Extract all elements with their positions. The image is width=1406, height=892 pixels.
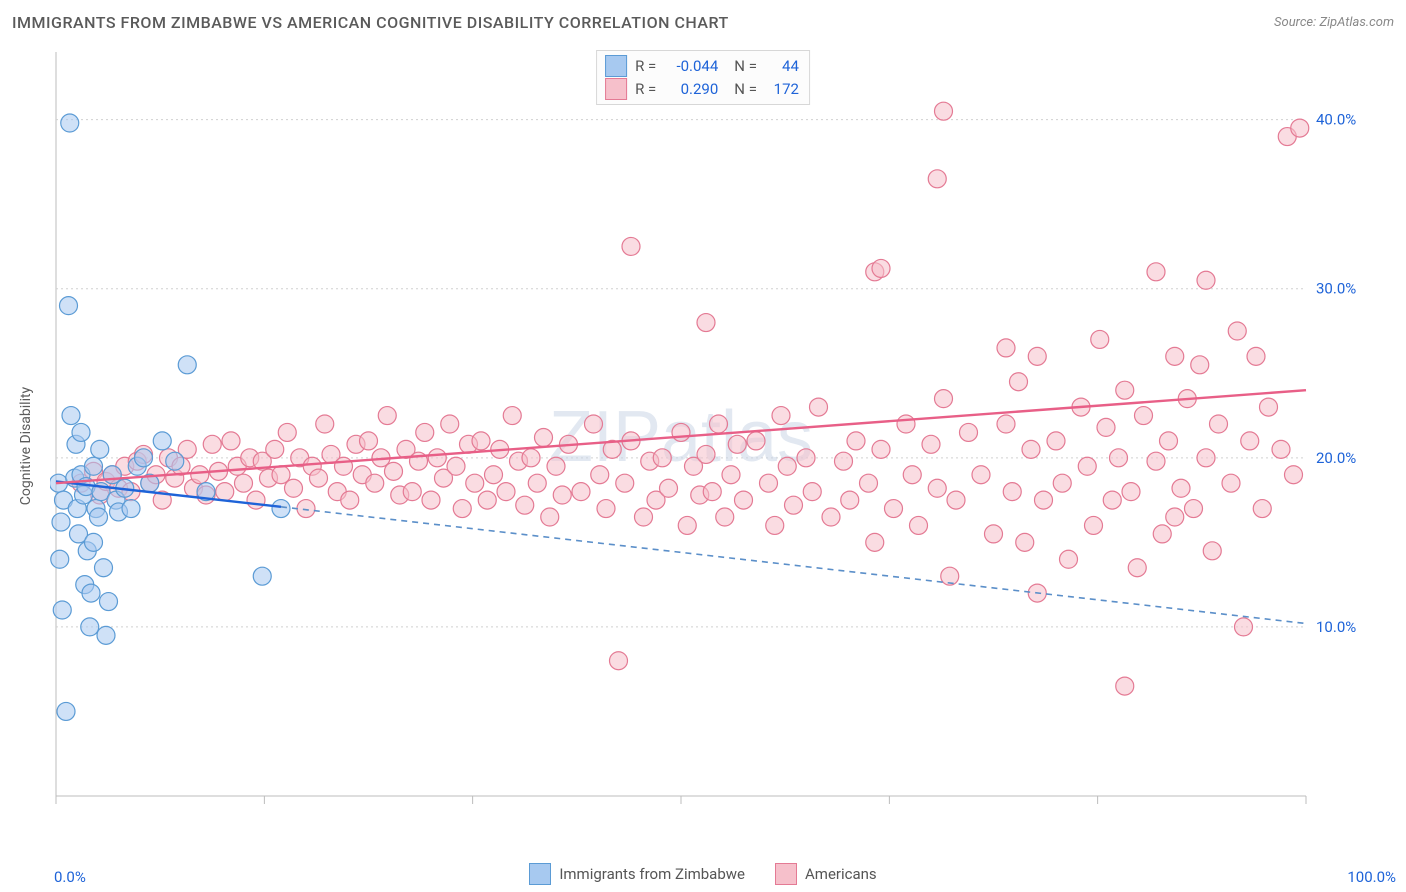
legend-swatch-icon [605,78,627,100]
bottom-legend: 0.0% 100.0% Immigrants from Zimbabwe Amer… [0,856,1406,892]
chart-header: IMMIGRANTS FROM ZIMBABWE VS AMERICAN COG… [0,0,1406,40]
svg-text:40.0%: 40.0% [1316,111,1356,129]
n-label: N = [734,78,757,101]
legend-label: Immigrants from Zimbabwe [559,865,745,883]
chart-source: Source: ZipAtlas.com [1274,15,1394,30]
svg-text:20.0%: 20.0% [1316,449,1356,467]
r-label: R = [635,55,656,78]
r-value: 0.290 [664,78,718,101]
stat-legend: R = -0.044 N = 44 R = 0.290 N = 172 [596,50,810,105]
r-value: -0.044 [664,55,718,78]
legend-label: Americans [805,865,877,883]
svg-text:30.0%: 30.0% [1316,280,1356,298]
stat-row-zimbabwe: R = -0.044 N = 44 [605,55,799,78]
x-axis-max-label: 100.0% [1347,868,1396,886]
scatter-chart: 10.0%20.0%30.0%40.0%ZIPatlas [50,46,1380,826]
n-value: 44 [765,55,799,78]
source-name: ZipAtlas.com [1319,15,1394,30]
stat-row-americans: R = 0.290 N = 172 [605,78,799,101]
plot-area: 10.0%20.0%30.0%40.0%ZIPatlas [50,46,1380,826]
y-axis-label: Cognitive Disability [18,387,34,505]
n-label: N = [734,55,757,78]
n-value: 172 [765,78,799,101]
legend-swatch-icon [529,863,551,885]
y-axis-label-wrap: Cognitive Disability [16,0,36,892]
legend-item-americans: Americans [775,863,877,885]
legend-swatch-icon [775,863,797,885]
legend-swatch-icon [605,55,627,77]
chart-title: IMMIGRANTS FROM ZIMBABWE VS AMERICAN COG… [12,13,729,32]
x-axis-min-label: 0.0% [54,868,86,886]
series-zimbabwe [50,114,290,720]
legend-item-zimbabwe: Immigrants from Zimbabwe [529,863,745,885]
source-prefix: Source: [1274,15,1319,30]
svg-text:10.0%: 10.0% [1316,618,1356,636]
r-label: R = [635,78,656,101]
